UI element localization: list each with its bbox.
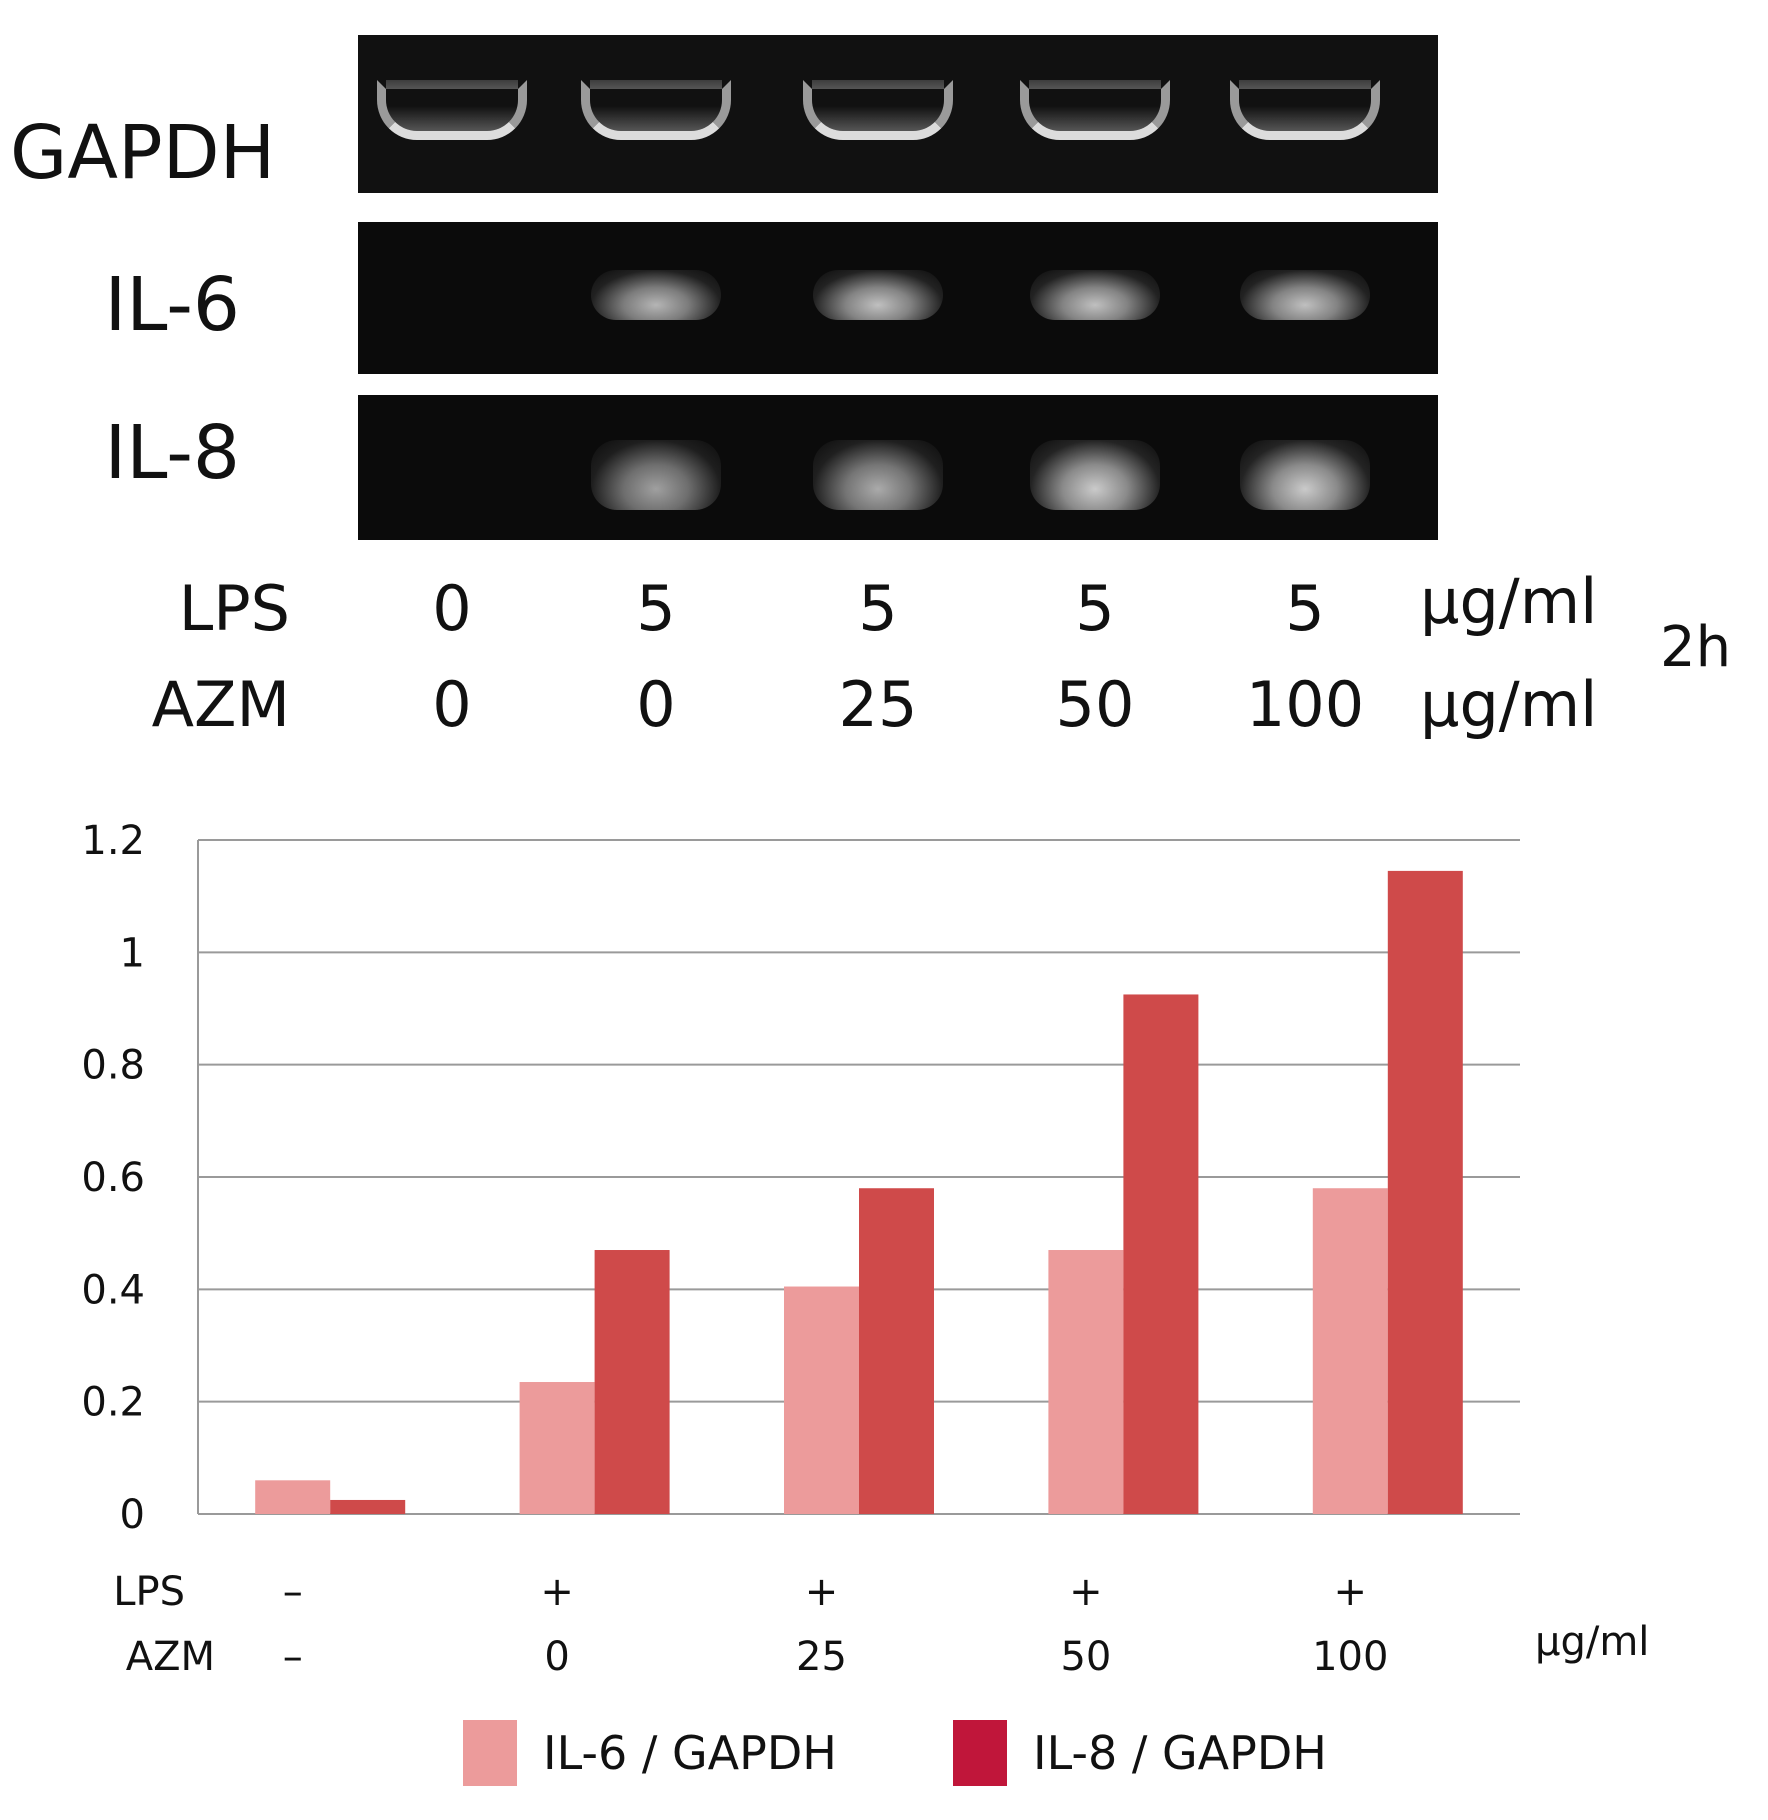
chart-lps-value: + xyxy=(805,1569,839,1615)
gel-band xyxy=(591,440,721,510)
gel-lps-unit: µg/ml xyxy=(1420,565,1598,638)
bar-il8-gapdh xyxy=(594,1250,670,1514)
gel-panel-gapdh xyxy=(358,35,1438,193)
bar-il8-gapdh xyxy=(330,1499,406,1514)
gel-panel-il6 xyxy=(358,222,1438,374)
chart-azm-label: AZM xyxy=(126,1634,215,1680)
gel-azm-value: 25 xyxy=(838,668,918,741)
y-tick-label: 0.8 xyxy=(81,1043,145,1089)
gel-row-label-gapdh: GAPDH xyxy=(10,110,276,196)
y-tick-label: 1 xyxy=(120,930,145,976)
gel-band xyxy=(1230,80,1380,140)
gel-band xyxy=(1240,270,1370,320)
gel-row-label-il6: IL-6 xyxy=(104,262,240,348)
gel-lps-value: 5 xyxy=(1075,572,1115,645)
gel-azm-unit: µg/ml xyxy=(1420,668,1598,741)
chart-lps-value: + xyxy=(1334,1569,1368,1615)
gel-lps-value: 5 xyxy=(1285,572,1325,645)
gel-band xyxy=(377,80,527,140)
gel-lps-value: 5 xyxy=(858,572,898,645)
gel-azm-value: 0 xyxy=(432,668,472,741)
gel-panel-il8 xyxy=(358,395,1438,540)
legend-label-il8: IL-8 / GAPDH xyxy=(1033,1726,1327,1780)
chart-unit-label: µg/ml xyxy=(1535,1619,1649,1665)
bar-il6-gapdh xyxy=(784,1286,859,1514)
bar-il8-gapdh xyxy=(1387,870,1463,1514)
y-tick-label: 0.4 xyxy=(81,1267,145,1313)
gel-lps-label: LPS xyxy=(178,572,290,645)
y-tick-label: 0.2 xyxy=(81,1380,145,1426)
gel-band xyxy=(813,440,943,510)
bar-il8-gapdh xyxy=(1123,994,1199,1514)
gel-band xyxy=(591,270,721,320)
gel-azm-value: 50 xyxy=(1055,668,1135,741)
chart-azm-value: 0 xyxy=(544,1634,569,1680)
chart-lps-label: LPS xyxy=(113,1569,185,1615)
gel-band xyxy=(813,270,943,320)
chart-azm-value: – xyxy=(283,1634,303,1680)
bar-il6-gapdh xyxy=(1312,1188,1388,1514)
gel-lps-value: 0 xyxy=(432,572,472,645)
bar-il6-gapdh xyxy=(1048,1250,1124,1514)
gel-row-label-il8: IL-8 xyxy=(104,410,240,496)
legend-swatch-il8 xyxy=(953,1720,1007,1786)
chart-lps-value: – xyxy=(283,1569,303,1615)
legend-label-il6: IL-6 / GAPDH xyxy=(543,1726,837,1780)
gel-band xyxy=(1020,80,1170,140)
chart-azm-value: 100 xyxy=(1312,1634,1388,1680)
bar-chart: 0 0.2 0.4 0.6 0.8 1 1.2 LPS AZM – + + + + – 0 25 50 100 µg/… xyxy=(81,818,1649,1680)
gel-azm-label: AZM xyxy=(151,668,290,741)
gel-azm-value: 100 xyxy=(1245,668,1365,741)
gel-band xyxy=(1030,270,1160,320)
legend-item-il6: IL-6 / GAPDH xyxy=(463,1720,837,1786)
gel-band xyxy=(1240,440,1370,510)
gel-band xyxy=(803,80,953,140)
gel-time-label: 2h xyxy=(1660,615,1732,680)
chart-lps-value: + xyxy=(540,1569,574,1615)
gel-band xyxy=(1030,440,1160,510)
bar-il6-gapdh xyxy=(519,1382,595,1514)
y-tick-label: 0.6 xyxy=(81,1155,145,1201)
y-tick-label: 1.2 xyxy=(81,818,145,864)
gel-lps-value: 5 xyxy=(636,572,676,645)
chart-azm-value: 25 xyxy=(796,1634,847,1680)
legend-swatch-il6 xyxy=(463,1720,517,1786)
gel-azm-value: 0 xyxy=(636,668,676,741)
y-tick-label: 0 xyxy=(120,1492,145,1538)
bar-il8-gapdh xyxy=(859,1188,934,1514)
bar-il6-gapdh xyxy=(255,1480,331,1514)
legend-item-il8: IL-8 / GAPDH xyxy=(953,1720,1327,1786)
chart-lps-value: + xyxy=(1069,1569,1103,1615)
gel-band xyxy=(581,80,731,140)
chart-azm-value: 50 xyxy=(1060,1634,1111,1680)
